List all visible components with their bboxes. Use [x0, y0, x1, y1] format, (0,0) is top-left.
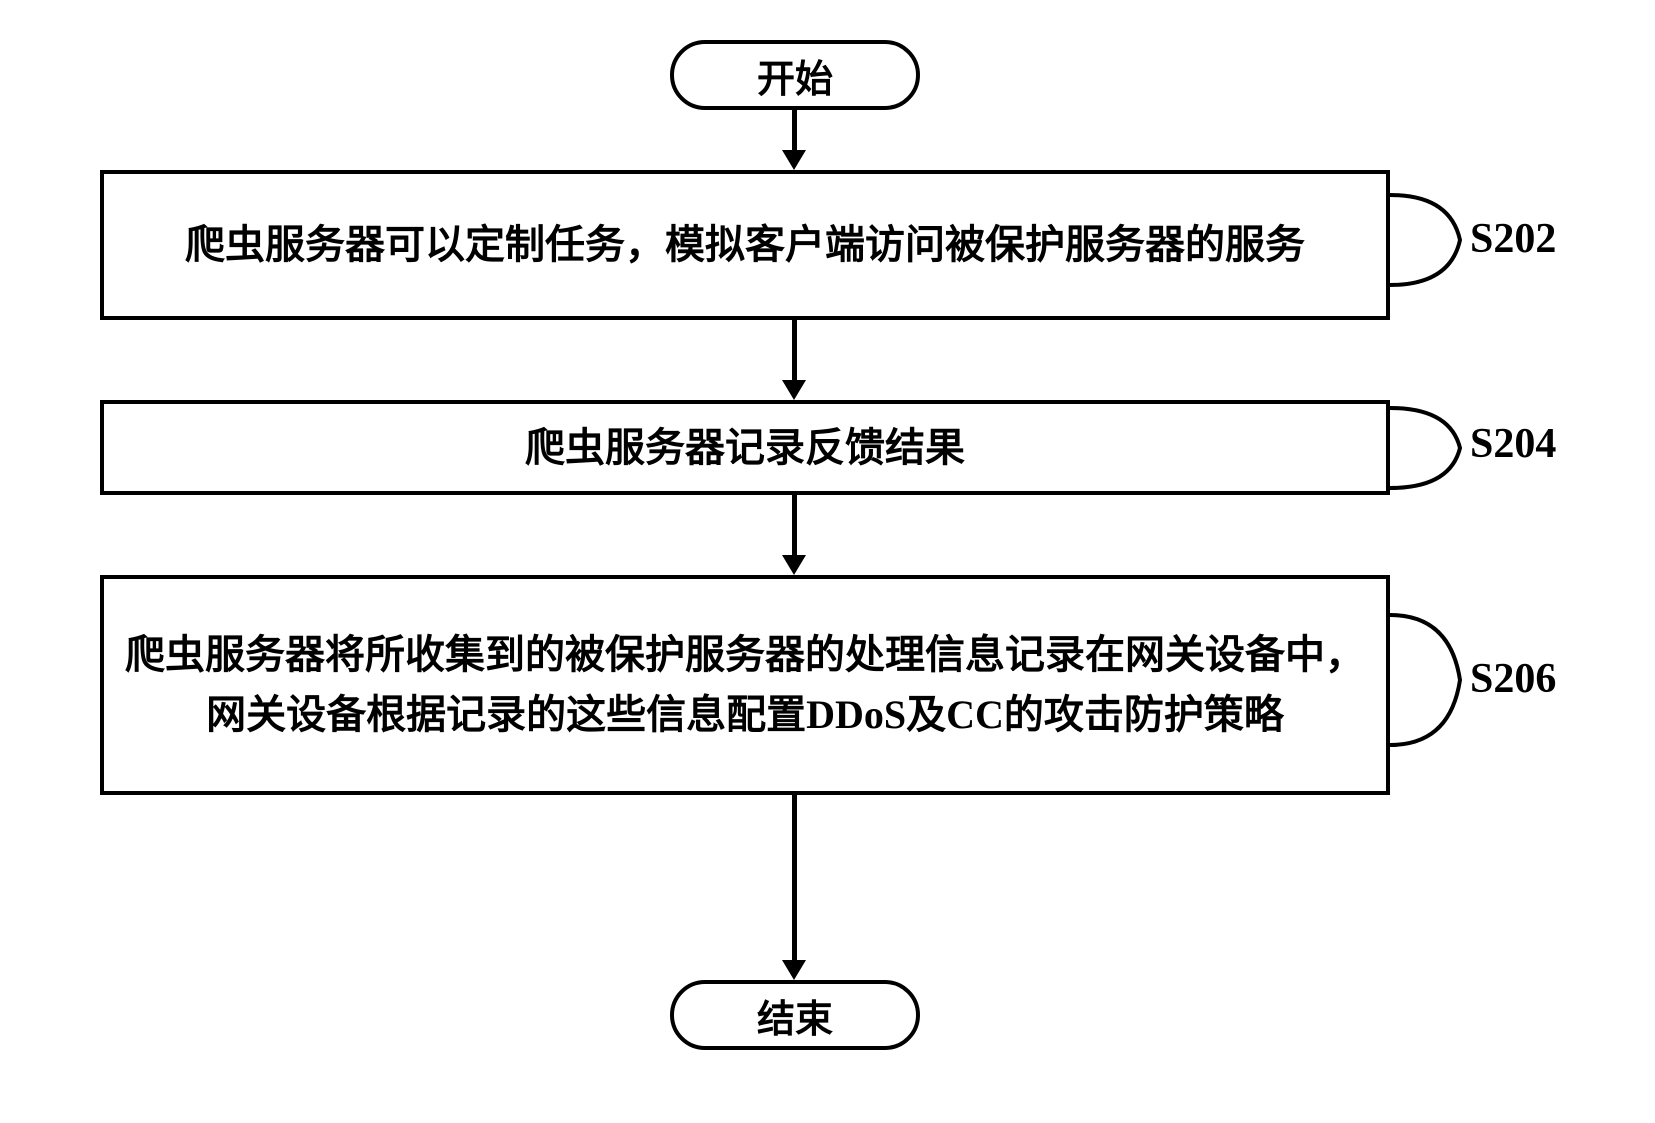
- end-node: 结束: [670, 980, 920, 1050]
- label-s206: S206: [1470, 655, 1556, 703]
- arrow-3-head: [782, 555, 806, 575]
- label-s202: S202: [1470, 215, 1556, 263]
- arrow-4: [792, 795, 797, 962]
- curve-s206: [1390, 610, 1475, 750]
- label-s204: S204: [1470, 420, 1556, 468]
- start-text: 开始: [757, 48, 833, 103]
- arrow-1: [792, 110, 797, 152]
- curve-s202: [1390, 190, 1475, 290]
- start-node: 开始: [670, 40, 920, 110]
- process-s206: 爬虫服务器将所收集到的被保护服务器的处理信息记录在网关设备中，网关设备根据记录的…: [100, 575, 1390, 795]
- arrow-2: [792, 320, 797, 382]
- end-text: 结束: [757, 988, 833, 1043]
- arrow-2-head: [782, 380, 806, 400]
- process-s204: 爬虫服务器记录反馈结果: [100, 400, 1390, 495]
- curve-s204: [1390, 403, 1475, 493]
- process-s202: 爬虫服务器可以定制任务，模拟客户端访问被保护服务器的服务: [100, 170, 1390, 320]
- flowchart-container: 开始 爬虫服务器可以定制任务，模拟客户端访问被保护服务器的服务 S202 爬虫服…: [40, 40, 1615, 1083]
- s204-text: 爬虫服务器记录反馈结果: [525, 418, 965, 478]
- s202-text: 爬虫服务器可以定制任务，模拟客户端访问被保护服务器的服务: [185, 215, 1305, 275]
- arrow-3: [792, 495, 797, 557]
- arrow-1-head: [782, 150, 806, 170]
- s206-text: 爬虫服务器将所收集到的被保护服务器的处理信息记录在网关设备中，网关设备根据记录的…: [124, 625, 1366, 745]
- arrow-4-head: [782, 960, 806, 980]
